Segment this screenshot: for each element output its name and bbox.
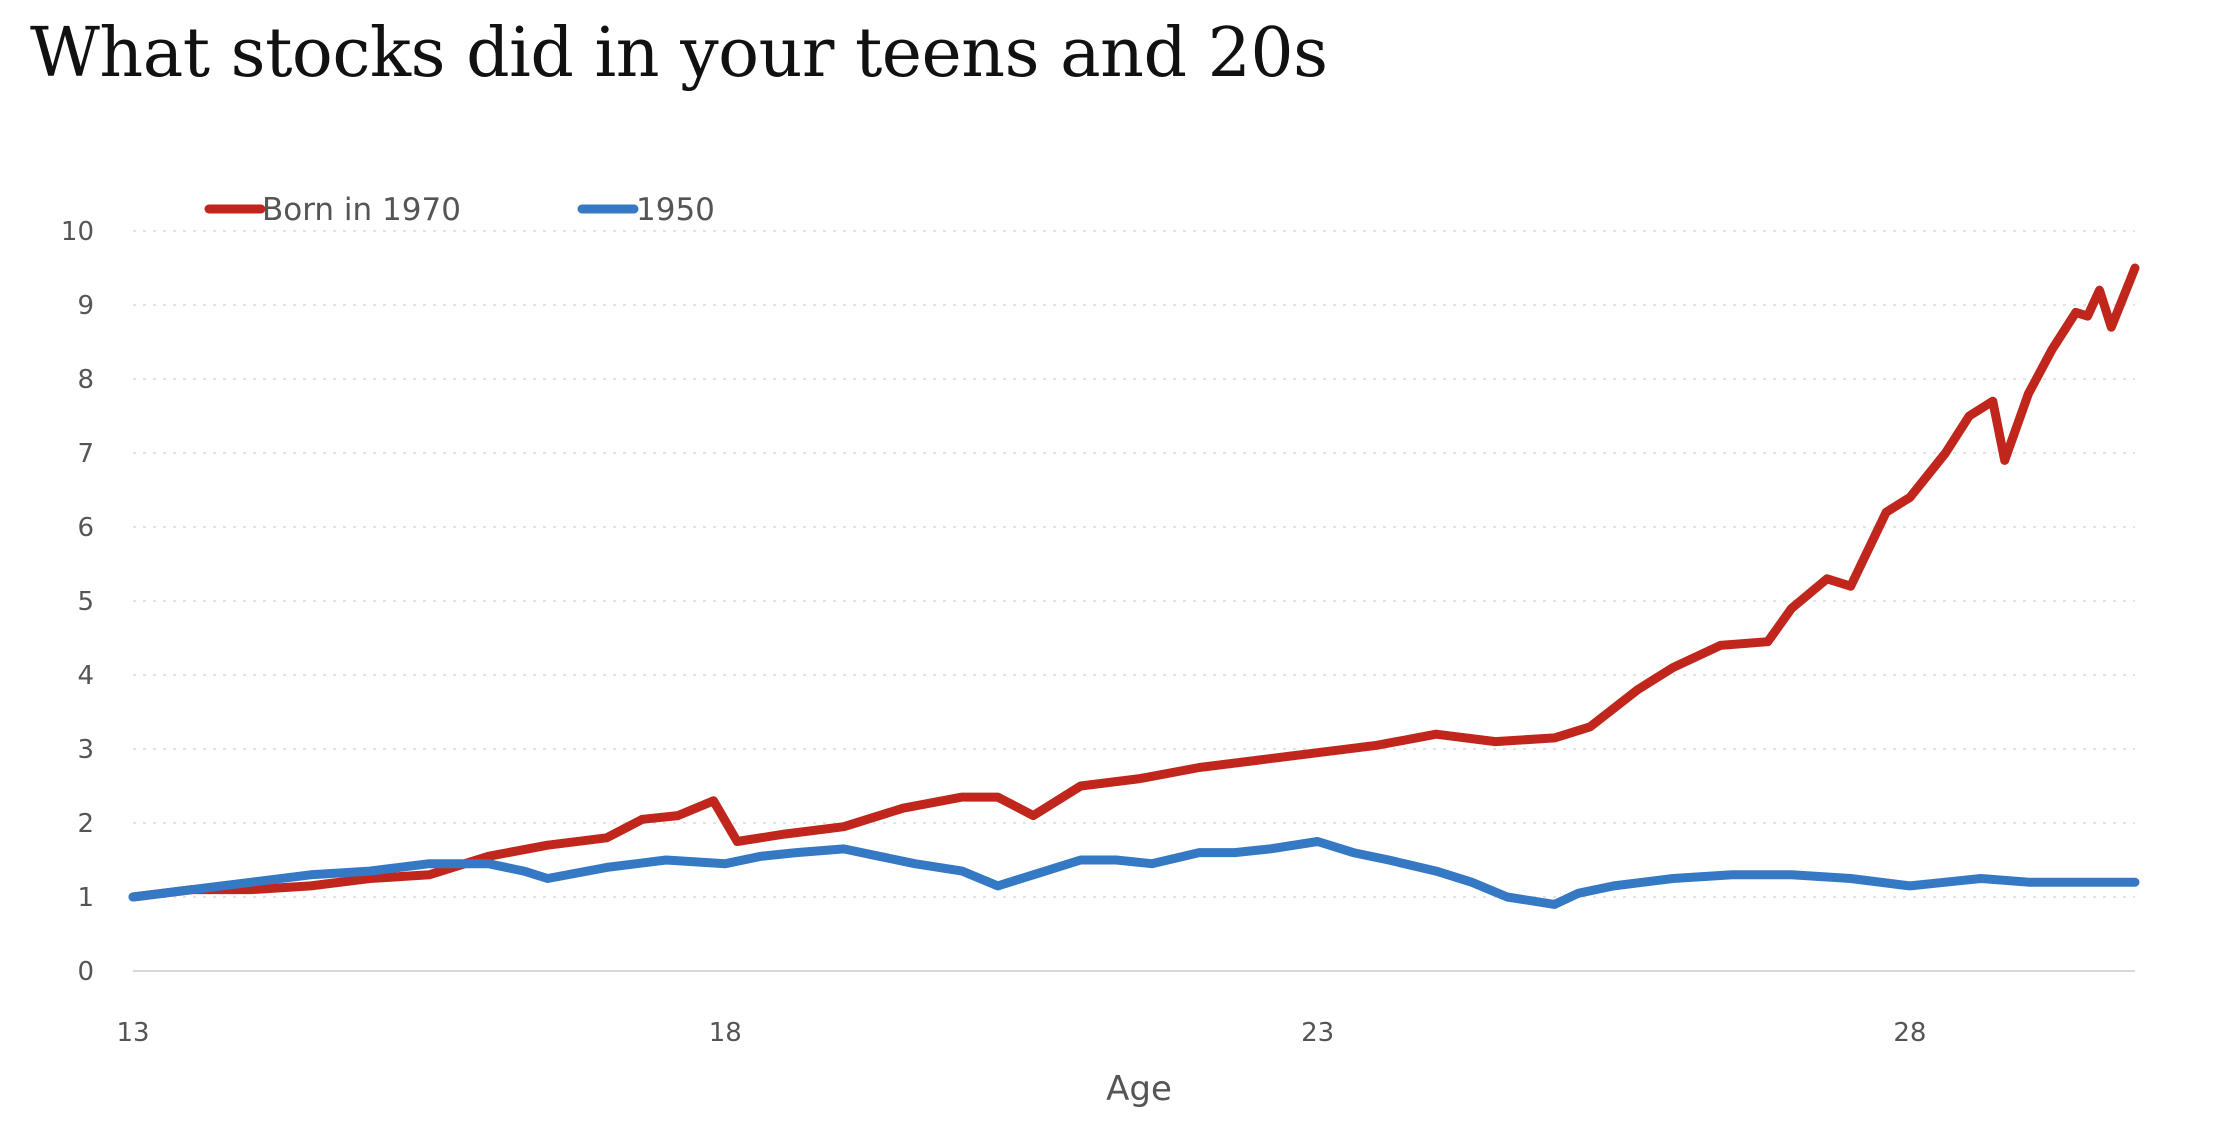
- legend-label-0: Born in 1970: [262, 192, 461, 228]
- y-tick-label: 10: [61, 217, 94, 247]
- grid-lines: [133, 230, 2135, 972]
- y-tick-label: 1: [77, 883, 94, 913]
- y-tick-label: 7: [77, 439, 94, 469]
- y-tick-label: 5: [77, 587, 94, 617]
- y-tick-label: 4: [77, 661, 94, 691]
- legend: Born in 1970 1950: [204, 192, 715, 228]
- y-axis-ticks: 0 1 2 3 4 5 6 7 8 9 10: [61, 217, 94, 987]
- x-tick-label: 23: [1301, 1018, 1334, 1048]
- y-tick-label: 6: [77, 513, 94, 543]
- x-axis-ticks: 13 18 23 28: [116, 1018, 1926, 1048]
- series-line-0: [128, 263, 2140, 902]
- series-line-1: [128, 837, 2140, 909]
- y-tick-label: 8: [77, 365, 94, 395]
- y-tick-label: 0: [77, 957, 94, 987]
- series-lines: [128, 263, 2140, 909]
- y-tick-label: 9: [77, 291, 94, 321]
- x-axis-label: Age: [1106, 1069, 1172, 1109]
- x-tick-label: 28: [1893, 1018, 1926, 1048]
- y-tick-label: 3: [77, 735, 94, 765]
- x-tick-label: 13: [116, 1018, 149, 1048]
- chart-title: What stocks did in your teens and 20s: [30, 14, 1328, 93]
- legend-label-1: 1950: [636, 192, 715, 228]
- y-tick-label: 2: [77, 809, 94, 839]
- x-tick-label: 18: [709, 1018, 742, 1048]
